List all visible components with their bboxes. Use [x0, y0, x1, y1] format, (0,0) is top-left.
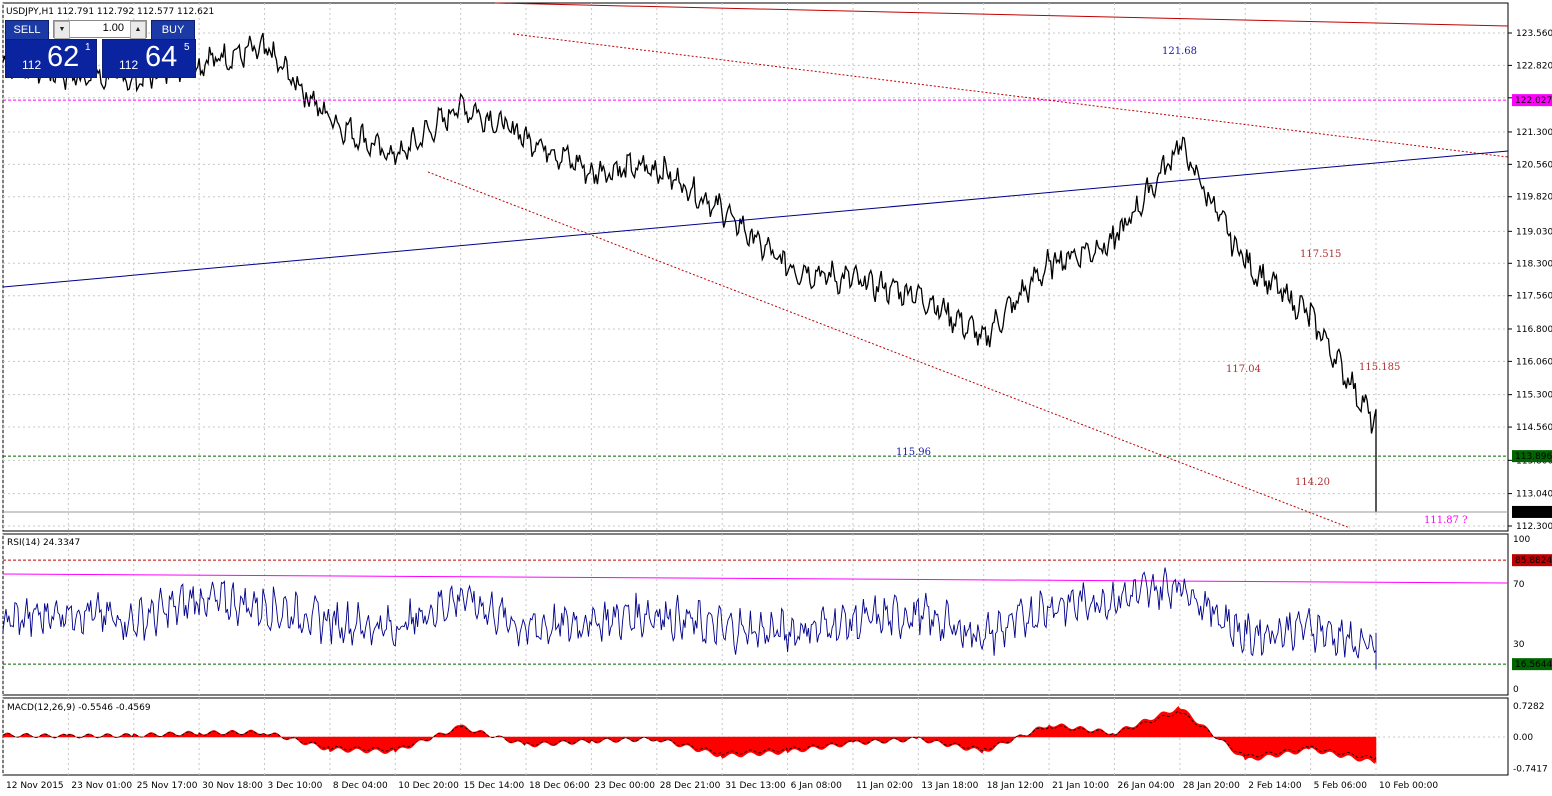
- price-level-badge: [1512, 450, 1552, 463]
- sell-price-main: 62: [47, 41, 80, 73]
- buy-price-pip: 5: [184, 42, 190, 53]
- time-axis-label: 12 Nov 2015: [6, 781, 64, 791]
- rsi-level-badge: [1512, 554, 1552, 567]
- price-level-badge: [1512, 94, 1552, 107]
- buy-price-box[interactable]: 112 64 5: [102, 39, 196, 78]
- macd-histogram: [2, 705, 1377, 764]
- price-axis-label: 114.560: [1516, 423, 1552, 433]
- price-panel-frame: [2, 2, 1509, 532]
- rsi-series-line: [2, 567, 1377, 670]
- time-axis-label: 2 Feb 14:00: [1248, 781, 1302, 791]
- macd-axis-label: 0.7282: [1513, 702, 1545, 712]
- price-axis-label: 118.300: [1516, 259, 1552, 269]
- rsi-panel-frame: [2, 533, 1509, 696]
- price-axis-label: 119.820: [1516, 193, 1552, 203]
- price-axis-label: 121.300: [1516, 128, 1552, 138]
- price-axis-label: 113.040: [1516, 490, 1552, 500]
- rsi-level-badge-label: 16.5644: [1515, 660, 1552, 670]
- price-level-badge-label: 113.896: [1515, 452, 1552, 462]
- macd-axis-label: 0.00: [1513, 733, 1533, 743]
- macd-signal-line: [2, 710, 1377, 761]
- rsi-axis-label: 30: [1513, 640, 1525, 650]
- time-axis-label: 3 Dec 10:00: [268, 781, 323, 791]
- price-annotation: 117.515: [1300, 249, 1341, 260]
- price-axis-label: 116.800: [1516, 325, 1552, 335]
- time-axis-label: 11 Jan 02:00: [856, 781, 913, 791]
- time-axis-label: 28 Dec 21:00: [660, 781, 721, 791]
- macd-title: MACD(12,26,9) -0.5546 -0.4569: [7, 703, 151, 713]
- time-axis-label: 21 Jan 10:00: [1052, 781, 1109, 791]
- time-axis-label: 23 Nov 01:00: [71, 781, 132, 791]
- time-axis-label: 23 Dec 00:00: [594, 781, 655, 791]
- trendline-upper-channel: [512, 33, 1509, 158]
- price-axis-label: 122.820: [1516, 61, 1552, 71]
- trendline-top: [494, 2, 1509, 27]
- price-annotation: 114.20: [1295, 477, 1330, 488]
- sell-price-prefix: 112: [22, 58, 42, 72]
- rsi-axis-label: 100: [1513, 535, 1530, 545]
- time-axis-label: 26 Jan 04:00: [1117, 781, 1174, 791]
- time-axis-label: 25 Nov 17:00: [137, 781, 198, 791]
- buy-price-main: 64: [145, 41, 178, 73]
- rsi-level-badge-label: 85.8824: [1515, 556, 1552, 566]
- price-axis-label: 115.300: [1516, 391, 1552, 401]
- price-axis-label: 112.300: [1516, 522, 1552, 532]
- price-annotation: 111.87 ?: [1424, 515, 1468, 526]
- time-axis-label: 18 Dec 06:00: [529, 781, 590, 791]
- buy-button[interactable]: BUY: [151, 20, 195, 40]
- time-axis-label: 18 Jan 12:00: [987, 781, 1044, 791]
- time-axis-label: 5 Feb 06:00: [1314, 781, 1368, 791]
- time-axis-label: 30 Nov 18:00: [202, 781, 263, 791]
- price-annotation: 115.185: [1359, 362, 1400, 373]
- rsi-title: RSI(14) 24.3347: [7, 538, 80, 548]
- chart-symbol-header: USDJPY,H1 112.791 112.792 112.577 112.62…: [6, 7, 214, 17]
- time-axis-label: 13 Jan 18:00: [921, 781, 978, 791]
- trendline-lower-channel: [427, 171, 1351, 529]
- lot-size-stepper[interactable]: ▼ 1.00 ▲: [53, 20, 147, 39]
- time-axis-label: 31 Dec 13:00: [725, 781, 786, 791]
- time-axis-label: 15 Dec 14:00: [464, 781, 525, 791]
- rsi-axis-label: 0: [1513, 685, 1519, 695]
- price-level-badge-label: 112.621: [1515, 508, 1552, 518]
- buy-price-prefix: 112: [119, 58, 139, 72]
- price-annotation: 117.04: [1226, 364, 1261, 375]
- price-axis-label: 123.560: [1516, 29, 1552, 39]
- price-axis-label: 119.030: [1516, 227, 1552, 237]
- price-annotation: 115.96: [896, 447, 931, 458]
- lot-size-value[interactable]: 1.00: [102, 22, 124, 34]
- one-click-trading-panel: SELL ▼ 1.00 ▲ BUY 112 62 1 112 64 5: [5, 20, 196, 78]
- rsi-trendline: [2, 573, 1509, 584]
- sell-price-box[interactable]: 112 62 1: [5, 39, 97, 78]
- time-axis-label: 28 Jan 20:00: [1183, 781, 1240, 791]
- time-axis-label: 6 Jan 08:00: [791, 781, 843, 791]
- lot-up-icon[interactable]: ▲: [130, 21, 146, 39]
- sell-price-pip: 1: [85, 42, 91, 53]
- price-level-badge: [1512, 505, 1552, 518]
- lot-down-icon[interactable]: ▼: [54, 21, 70, 39]
- price-annotation: 121.68: [1162, 46, 1197, 57]
- price-axis-label: 120.560: [1516, 160, 1552, 170]
- price-axis-label: 116.060: [1516, 357, 1552, 367]
- price-series-line: [2, 32, 1377, 512]
- rsi-level-badge: [1512, 658, 1552, 671]
- rsi-axis-label: 70: [1513, 580, 1525, 590]
- time-axis-label: 10 Dec 20:00: [398, 781, 459, 791]
- time-axis-label: 8 Dec 04:00: [333, 781, 388, 791]
- sell-button[interactable]: SELL: [5, 20, 49, 40]
- macd-axis-label: -0.7417: [1513, 765, 1548, 775]
- trendline-blue: [2, 150, 1509, 288]
- time-axis-label: 10 Feb 00:00: [1379, 781, 1438, 791]
- price-level-badge-label: 122.027: [1515, 96, 1552, 106]
- price-axis-label: 117.560: [1516, 292, 1552, 302]
